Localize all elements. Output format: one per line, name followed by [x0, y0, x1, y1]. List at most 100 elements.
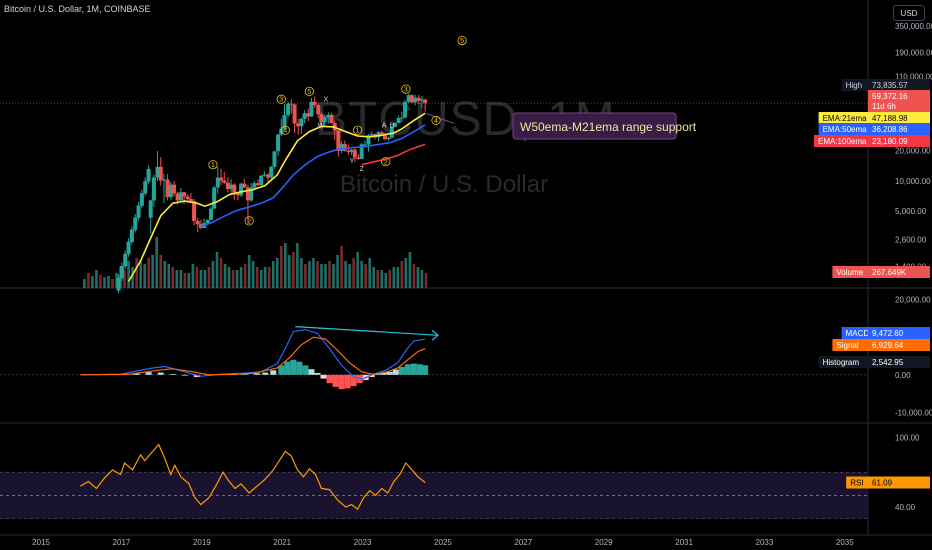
time-tick-label: 2023 — [354, 538, 372, 547]
ema-line — [361, 143, 426, 166]
macd-tag-label-box — [832, 339, 868, 351]
wave-marker — [401, 84, 411, 94]
price-tag-value-box — [868, 123, 930, 135]
candle-body — [123, 253, 128, 267]
volume-bar — [99, 274, 102, 288]
volume-bar — [360, 261, 363, 288]
price-tag-value-box — [868, 112, 930, 124]
wave-label: 4 — [283, 128, 287, 135]
time-tick-label: 2031 — [675, 538, 693, 547]
volume-bar — [103, 277, 106, 288]
candle-body — [185, 196, 190, 200]
price-tag-label: High — [846, 81, 862, 90]
volume-bar — [187, 273, 191, 288]
candle-body — [215, 177, 220, 188]
candle-body — [302, 113, 307, 119]
candle-body — [262, 174, 267, 176]
volume-bar — [231, 270, 235, 288]
rsi-tag: RSI 61.09 — [846, 476, 930, 489]
candle-body — [155, 166, 160, 178]
price-tick-label: 190,000.00 — [895, 48, 932, 57]
macd-histogram-bar — [284, 361, 291, 375]
candle-body — [249, 187, 254, 201]
macd-histogram-bar — [398, 366, 405, 375]
candle-body — [255, 183, 260, 186]
volume-bar — [147, 258, 150, 288]
candle-body — [346, 150, 351, 153]
macd-histogram-bar — [410, 363, 417, 375]
volume-tag: Volume 267.649K — [832, 266, 930, 278]
volume-bar — [400, 261, 404, 288]
volume-bar — [235, 270, 239, 288]
currency-selector[interactable]: USD — [893, 5, 925, 21]
price-tag: 59,372.16 — [868, 90, 930, 102]
volume-bar — [352, 258, 355, 288]
macd-histogram-bar — [145, 372, 152, 375]
macd-histogram-bar — [181, 374, 188, 376]
macd-histogram-bar — [270, 370, 277, 375]
price-tick-label: 10,000.00 — [895, 177, 931, 186]
rsi-tag-label-box — [846, 476, 868, 489]
volume-bar — [288, 255, 291, 288]
wave-letter: W — [317, 123, 324, 130]
price-tag: EMA:50ema 36,208.86 — [818, 123, 930, 135]
candle-body — [269, 166, 274, 178]
volume-tag-value: 267.649K — [872, 268, 907, 277]
volume-bar — [179, 270, 183, 288]
volume-bar — [219, 258, 223, 288]
wave-marker — [353, 125, 363, 135]
candle-body — [222, 180, 227, 183]
watermark-name: Bitcoin / U.S. Dollar — [340, 171, 548, 198]
volume-bar — [412, 264, 416, 288]
candle-body — [296, 123, 301, 127]
candle-body — [322, 117, 327, 123]
candle-body — [356, 157, 361, 160]
macd-tag-label: Histogram — [823, 358, 860, 367]
macd-histogram-bar — [320, 374, 327, 379]
volume-bar — [284, 243, 287, 288]
candle-body — [165, 179, 170, 198]
volume-bar — [324, 264, 327, 288]
volume-bar — [332, 264, 335, 288]
time-tick-label: 2029 — [595, 538, 613, 547]
candle-body — [399, 117, 404, 119]
wave-marker — [304, 86, 315, 96]
wave-label: 2 — [384, 159, 388, 166]
callout-text: W50ema-M21ema range support — [520, 120, 697, 134]
time-tick-label: 2027 — [514, 538, 532, 547]
candle-body — [175, 193, 180, 201]
volume-bar — [123, 270, 126, 288]
macd-tick-label: 0.00 — [895, 371, 911, 380]
wave-label: 5 — [307, 89, 311, 96]
candle-body — [219, 177, 224, 181]
volume-bar — [163, 261, 167, 288]
macd-histogram-bar — [296, 361, 303, 375]
volume-bar — [368, 258, 372, 288]
volume-bar — [408, 252, 412, 288]
candle-body — [386, 137, 391, 140]
ema-line — [127, 112, 426, 282]
volume-bar — [328, 261, 331, 288]
divergence-arrowhead — [431, 329, 439, 341]
volume-bar — [211, 261, 215, 288]
volume-bar — [396, 267, 400, 288]
wave-marker — [244, 216, 254, 226]
volume-bar — [115, 273, 118, 288]
volume-bar — [296, 243, 299, 288]
wave-letter: Z — [360, 166, 365, 173]
macd-tag: Histogram 2,542.95 — [818, 356, 930, 368]
macd-tag-value: 9,472.60 — [872, 329, 904, 338]
macd-histogram-bar — [416, 364, 423, 375]
volume-bar — [340, 246, 343, 288]
wave-marker — [276, 94, 286, 104]
wave-label: 5 — [460, 38, 464, 45]
volume-tag-value-box — [868, 266, 930, 278]
volume-bar — [107, 276, 110, 288]
volume-bar — [199, 270, 203, 288]
volume-bar — [384, 273, 388, 288]
candle-body — [352, 149, 357, 158]
macd-tag-label-box — [841, 327, 868, 339]
candle-body — [205, 219, 210, 224]
